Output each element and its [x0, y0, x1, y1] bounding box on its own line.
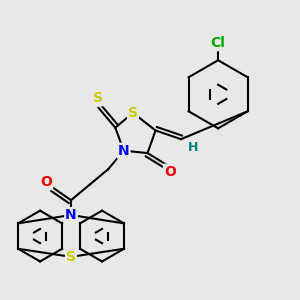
- Text: O: O: [40, 175, 52, 189]
- Text: S: S: [128, 106, 138, 120]
- Text: N: N: [118, 144, 130, 158]
- Text: N: N: [65, 208, 77, 222]
- Text: S: S: [93, 91, 103, 105]
- Text: Cl: Cl: [211, 36, 226, 50]
- Text: S: S: [66, 250, 76, 264]
- Text: H: H: [188, 141, 199, 154]
- Text: O: O: [164, 165, 176, 179]
